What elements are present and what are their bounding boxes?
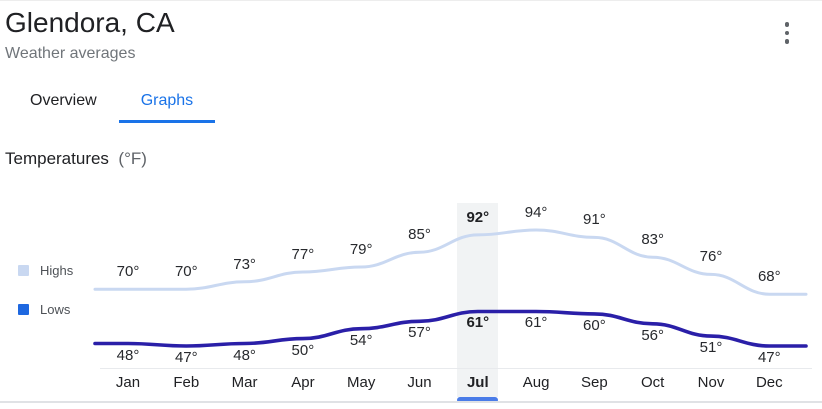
month-label-dec[interactable]: Dec — [755, 374, 783, 391]
lows-line — [93, 309, 808, 348]
month-label-apr[interactable]: Apr — [291, 374, 315, 391]
section-title-label: Temperatures — [5, 149, 109, 168]
high-value-jun: 85° — [408, 226, 431, 244]
page-title: Glendora, CA — [5, 7, 175, 38]
high-value-apr: 77° — [291, 245, 315, 263]
tab-graphs[interactable]: Graphs — [118, 81, 216, 123]
legend-item-highs: Highs — [18, 261, 73, 279]
low-value-apr: 50° — [291, 341, 315, 359]
low-value-mar: 48° — [233, 346, 256, 364]
low-value-aug: 61° — [524, 314, 548, 332]
low-value-sep: 60° — [583, 316, 606, 334]
section-title: Temperatures (°F) — [5, 149, 147, 169]
month-label-jun[interactable]: Jun — [407, 374, 432, 391]
high-value-nov: 76° — [699, 248, 723, 266]
low-value-feb: 47° — [174, 349, 198, 366]
legend-label-highs: Highs — [40, 262, 74, 278]
month-label-jan[interactable]: Jan — [115, 374, 141, 391]
low-value-nov: 51° — [699, 339, 723, 357]
legend-label-lows: Lows — [40, 301, 71, 317]
kebab-menu-icon — [784, 30, 790, 36]
low-value-jul: 61° — [466, 314, 490, 332]
high-value-mar: 73° — [233, 255, 256, 273]
month-label-feb[interactable]: Feb — [173, 374, 200, 391]
page-subtitle: Weather averages — [5, 45, 136, 62]
lows-swatch-icon — [18, 303, 29, 315]
x-axis-line — [100, 368, 812, 369]
temperature-unit: (°F) — [118, 149, 147, 168]
month-label-aug[interactable]: Aug — [522, 374, 550, 391]
card-bottom-border — [0, 401, 822, 403]
tab-bar: Overview Graphs — [8, 81, 216, 123]
high-value-jul: 92° — [466, 208, 490, 226]
low-value-jan: 48° — [116, 346, 140, 364]
more-options-button[interactable] — [779, 17, 795, 49]
selected-month-highlight — [457, 203, 499, 397]
high-value-oct: 83° — [641, 231, 665, 249]
chart-legend: Highs Lows — [18, 261, 73, 339]
low-value-jun: 57° — [408, 324, 431, 342]
month-label-jul[interactable]: Jul — [466, 374, 489, 391]
low-value-may: 54° — [349, 331, 373, 349]
highs-line — [93, 228, 808, 296]
kebab-menu-icon — [784, 39, 790, 44]
low-value-dec: 47° — [757, 349, 781, 366]
month-label-sep[interactable]: Sep — [581, 374, 608, 391]
low-value-oct: 56° — [641, 326, 665, 344]
high-value-sep: 91° — [583, 211, 606, 229]
kebab-menu-icon — [784, 22, 790, 27]
high-value-feb: 70° — [174, 263, 198, 281]
high-value-aug: 94° — [524, 204, 548, 221]
high-value-may: 79° — [349, 241, 373, 259]
month-label-oct[interactable]: Oct — [641, 374, 665, 391]
month-label-nov[interactable]: Nov — [697, 374, 725, 391]
highs-swatch-icon — [18, 264, 29, 276]
selected-month-indicator — [457, 397, 499, 403]
legend-item-lows: Lows — [18, 300, 73, 318]
high-value-jan: 70° — [116, 263, 140, 281]
month-label-may[interactable]: May — [347, 374, 376, 391]
tab-overview[interactable]: Overview — [30, 92, 97, 109]
month-label-mar[interactable]: Mar — [231, 374, 258, 391]
high-value-dec: 68° — [757, 268, 781, 286]
